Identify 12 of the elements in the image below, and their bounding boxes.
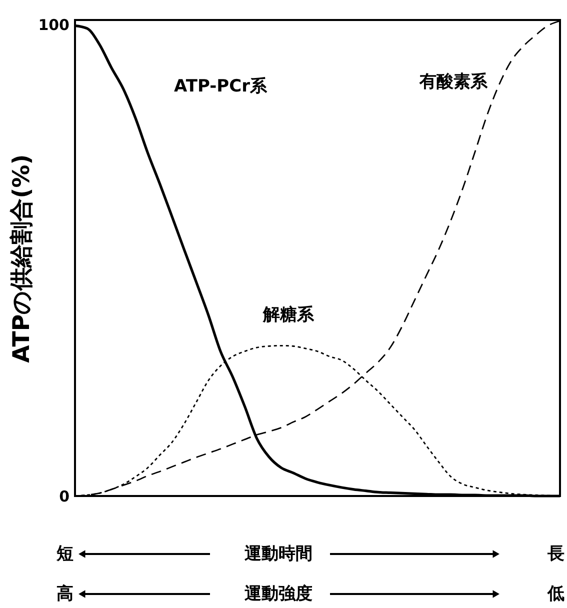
series-label: 有酸素系 [418,72,488,92]
text: 運動強度 [244,584,313,604]
y-tick-label: 100 [38,16,70,34]
text: 短 [56,544,74,564]
text: 低 [546,584,564,604]
y-tick-label: 0 [59,488,70,506]
text: ATP-PCr系 [174,76,268,97]
text: 長 [546,544,564,564]
y-axis-title: ATPの供給割合(%) [9,154,36,363]
series-label: 解糖系 [262,305,315,326]
text: 高 [56,584,74,604]
text: 運動時間 [244,544,313,564]
